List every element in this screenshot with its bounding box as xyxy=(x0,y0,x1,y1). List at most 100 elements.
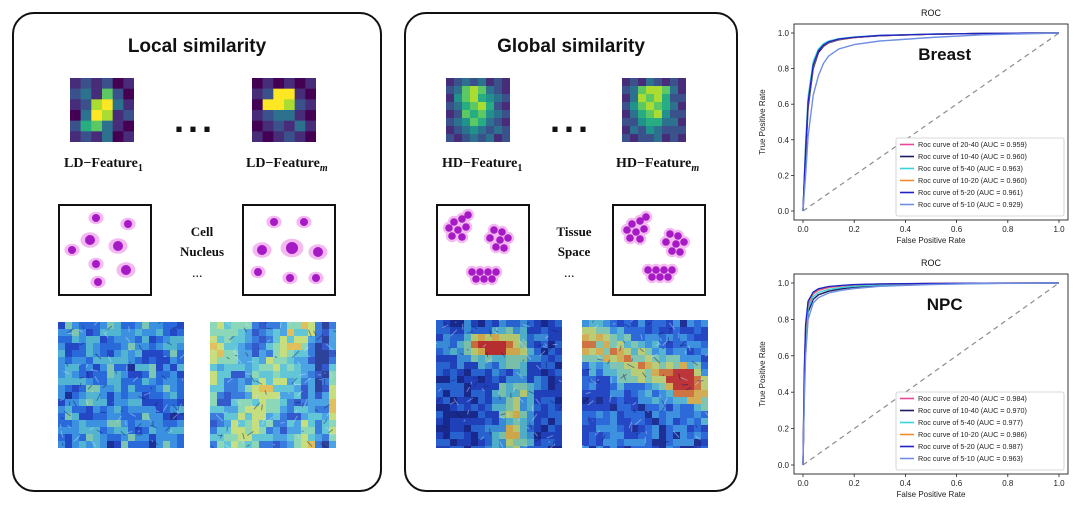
attention-patch xyxy=(329,329,336,336)
attention-patch xyxy=(555,397,562,404)
attention-patch xyxy=(308,434,315,441)
heatmap-cell xyxy=(446,134,455,142)
attention-patch xyxy=(666,411,673,418)
attention-patch xyxy=(624,404,631,411)
attention-patch xyxy=(624,446,631,448)
attention-patch xyxy=(485,404,492,411)
attention-patch xyxy=(443,390,450,397)
heatmap-cell xyxy=(112,88,124,100)
tissue-stroke xyxy=(266,339,271,343)
attention-patch xyxy=(273,350,280,357)
attention-patch xyxy=(666,404,673,411)
attention-patch xyxy=(86,420,93,427)
attention-patch xyxy=(107,322,114,329)
attention-patch xyxy=(217,420,224,427)
attention-patch xyxy=(79,385,86,392)
attention-patch xyxy=(287,427,294,434)
attention-patch xyxy=(520,327,527,334)
attention-patch xyxy=(177,336,184,343)
attention-patch xyxy=(65,350,72,357)
attention-patch xyxy=(610,383,617,390)
nucleus-shape xyxy=(490,226,498,234)
attention-patch xyxy=(315,434,322,441)
global-attention-map-2 xyxy=(582,320,708,448)
chart-annotation: NPC xyxy=(927,295,963,314)
attention-patch xyxy=(149,427,156,434)
attention-patch xyxy=(280,378,287,385)
tissue-stroke xyxy=(519,397,524,403)
tissue-stroke xyxy=(661,400,667,408)
attention-patch xyxy=(610,348,617,355)
attention-patch xyxy=(329,343,336,350)
tissue-stroke xyxy=(466,397,474,403)
tissue-stroke xyxy=(694,446,697,448)
attention-patch xyxy=(506,334,513,341)
attention-patch xyxy=(245,427,252,434)
local-similarity-title: Local similarity xyxy=(127,36,267,57)
attention-patch xyxy=(210,427,217,434)
attention-patch xyxy=(114,413,121,420)
heatmap-cell xyxy=(123,99,134,111)
tissue-stroke xyxy=(124,421,127,426)
tissue-stroke xyxy=(640,334,643,340)
attention-patch xyxy=(238,357,245,364)
heatmap-cell xyxy=(662,94,671,103)
attention-patch xyxy=(513,369,520,376)
attention-patch xyxy=(520,383,527,390)
attention-patch xyxy=(107,441,114,448)
attention-patch xyxy=(79,364,86,371)
attention-patch xyxy=(541,334,548,341)
tissue-stroke xyxy=(94,376,100,383)
attention-patch xyxy=(457,341,464,348)
tissue-stroke xyxy=(680,377,688,381)
attention-patch xyxy=(65,420,72,427)
attention-patch xyxy=(694,327,701,334)
attention-patch xyxy=(520,341,527,348)
tissue-stroke xyxy=(546,347,552,354)
attention-patch xyxy=(100,427,107,434)
attention-patch xyxy=(457,320,464,327)
attention-patch xyxy=(273,343,280,350)
heatmap-cell xyxy=(646,110,655,119)
chart-title: ROC xyxy=(921,8,942,18)
attention-patch xyxy=(555,376,562,383)
attention-patch xyxy=(273,392,280,399)
tissue-stroke xyxy=(93,322,98,326)
attention-patch xyxy=(238,322,245,329)
tissue-stroke xyxy=(694,378,703,386)
nucleus-shape xyxy=(300,218,308,226)
y-tick-label: 0.4 xyxy=(778,388,790,397)
attention-patch xyxy=(163,385,170,392)
heatmap-cell xyxy=(678,78,686,87)
attention-patch xyxy=(114,441,121,448)
tissue-stroke xyxy=(291,377,298,384)
attention-patch xyxy=(506,439,513,446)
attention-patch xyxy=(72,364,79,371)
attention-patch xyxy=(478,397,485,404)
nucleus-shape xyxy=(500,244,508,252)
attention-patch xyxy=(673,376,680,383)
attention-patch xyxy=(645,411,652,418)
attention-patch xyxy=(541,425,548,432)
attention-patch xyxy=(231,413,238,420)
attention-patch xyxy=(610,334,617,341)
attention-patch xyxy=(624,320,631,327)
attention-patch xyxy=(638,404,645,411)
attention-patch xyxy=(450,355,457,362)
ld-feature-m-heatmap xyxy=(252,78,316,142)
attention-patch xyxy=(485,390,492,397)
attention-patch xyxy=(121,378,128,385)
heatmap-cell xyxy=(305,78,316,89)
attention-patch xyxy=(548,425,555,432)
attention-patch xyxy=(520,425,527,432)
attention-patch xyxy=(266,385,273,392)
attention-patch xyxy=(624,418,631,425)
tissue-stroke xyxy=(171,326,175,330)
attention-patch xyxy=(121,343,128,350)
tissue-stroke xyxy=(450,379,456,383)
tissue-space-box-2 xyxy=(612,204,706,296)
attention-patch xyxy=(450,390,457,397)
attention-patch xyxy=(436,341,443,348)
tissue-stroke xyxy=(448,346,451,350)
heatmap-cell xyxy=(670,86,679,95)
